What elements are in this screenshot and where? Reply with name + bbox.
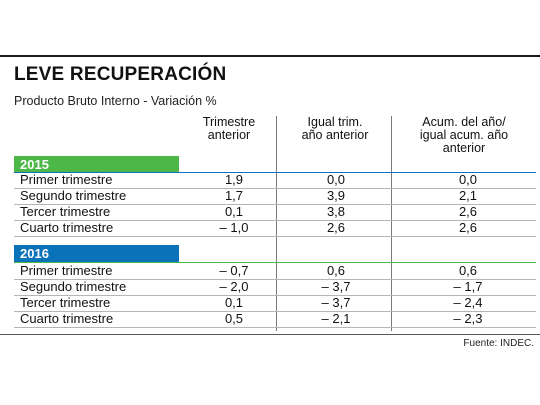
row-divider: [14, 262, 536, 263]
row-label: Segundo trimestre: [20, 188, 127, 203]
row-label: Tercer trimestre: [20, 204, 111, 219]
value-igual-trim: 3,9: [326, 188, 346, 203]
table-row: Tercer trimestre 0,1 – 3,7 – 2,4: [14, 295, 536, 311]
value-acumulado: 0,6: [458, 263, 478, 278]
column-header-igual-trim: Igual trim. año anterior: [280, 116, 390, 142]
page-subtitle: Producto Bruto Interno - Variación %: [14, 94, 217, 108]
table-row: Primer trimestre 1,9 0,0 0,0: [14, 172, 536, 188]
column-header-line: año anterior: [301, 128, 369, 142]
year-accent-bar: [14, 245, 179, 262]
value-acumulado: 2,6: [458, 204, 478, 219]
column-header-line: Trimestre: [202, 115, 256, 129]
value-trimestre-anterior: 0,1: [224, 295, 244, 310]
column-header-trimestre-anterior: Trimestre anterior: [184, 116, 274, 142]
column-separator: [391, 116, 392, 331]
value-igual-trim: 0,0: [326, 172, 346, 187]
column-header-line: Igual trim.: [307, 115, 363, 129]
value-acumulado: 2,1: [458, 188, 478, 203]
row-label: Primer trimestre: [20, 263, 113, 278]
row-divider: [14, 188, 536, 189]
value-trimestre-anterior: – 2,0: [219, 279, 249, 294]
row-label: Cuarto trimestre: [20, 220, 114, 235]
year-label-2015: 2015: [20, 157, 49, 172]
table-row: Cuarto trimestre 0,5 – 2,1 – 2,3: [14, 311, 536, 327]
column-header-acumulado: Acum. del año/ igual acum. año anterior: [398, 116, 530, 155]
value-igual-trim: – 3,7: [321, 279, 351, 294]
row-divider: [14, 220, 536, 221]
value-trimestre-anterior: 1,7: [224, 188, 244, 203]
column-separator: [276, 116, 277, 331]
column-header-line: Acum. del año/: [422, 115, 506, 129]
row-divider: [14, 204, 536, 205]
value-igual-trim: 0,6: [326, 263, 346, 278]
row-label: Segundo trimestre: [20, 279, 127, 294]
value-igual-trim: 2,6: [326, 220, 346, 235]
value-trimestre-anterior: – 0,7: [219, 263, 249, 278]
year-accent-bar: [14, 156, 179, 173]
row-label: Cuarto trimestre: [20, 311, 114, 326]
bottom-rule: [0, 334, 540, 335]
column-header-line: anterior: [442, 141, 486, 155]
value-igual-trim: – 3,7: [321, 295, 351, 310]
value-igual-trim: 3,8: [326, 204, 346, 219]
value-trimestre-anterior: 0,1: [224, 204, 244, 219]
value-acumulado: 2,6: [458, 220, 478, 235]
year-label-2016: 2016: [20, 246, 49, 261]
top-rule: [0, 55, 540, 57]
value-acumulado: – 2,4: [453, 295, 483, 310]
value-acumulado: 0,0: [458, 172, 478, 187]
table-row: Segundo trimestre 1,7 3,9 2,1: [14, 188, 536, 204]
row-divider: [14, 327, 536, 328]
table-row: Cuarto trimestre – 1,0 2,6 2,6: [14, 220, 536, 236]
row-divider: [14, 279, 536, 280]
value-acumulado: – 1,7: [453, 279, 483, 294]
page-title: LEVE RECUPERACIÓN: [14, 64, 227, 85]
value-acumulado: – 2,3: [453, 311, 483, 326]
table-row: Primer trimestre – 0,7 0,6 0,6: [14, 263, 536, 279]
source-note: Fuente: INDEC.: [463, 338, 534, 349]
column-header-line: anterior: [207, 128, 251, 142]
table-row: Tercer trimestre 0,1 3,8 2,6: [14, 204, 536, 220]
value-trimestre-anterior: 1,9: [224, 172, 244, 187]
row-divider: [14, 311, 536, 312]
row-divider: [14, 172, 536, 173]
table-row: Segundo trimestre – 2,0 – 3,7 – 1,7: [14, 279, 536, 295]
row-label: Primer trimestre: [20, 172, 113, 187]
value-trimestre-anterior: – 1,0: [219, 220, 249, 235]
column-header-line: igual acum. año: [419, 128, 509, 142]
row-divider: [14, 236, 536, 237]
value-trimestre-anterior: 0,5: [224, 311, 244, 326]
row-divider: [14, 295, 536, 296]
row-label: Tercer trimestre: [20, 295, 111, 310]
value-igual-trim: – 2,1: [321, 311, 351, 326]
